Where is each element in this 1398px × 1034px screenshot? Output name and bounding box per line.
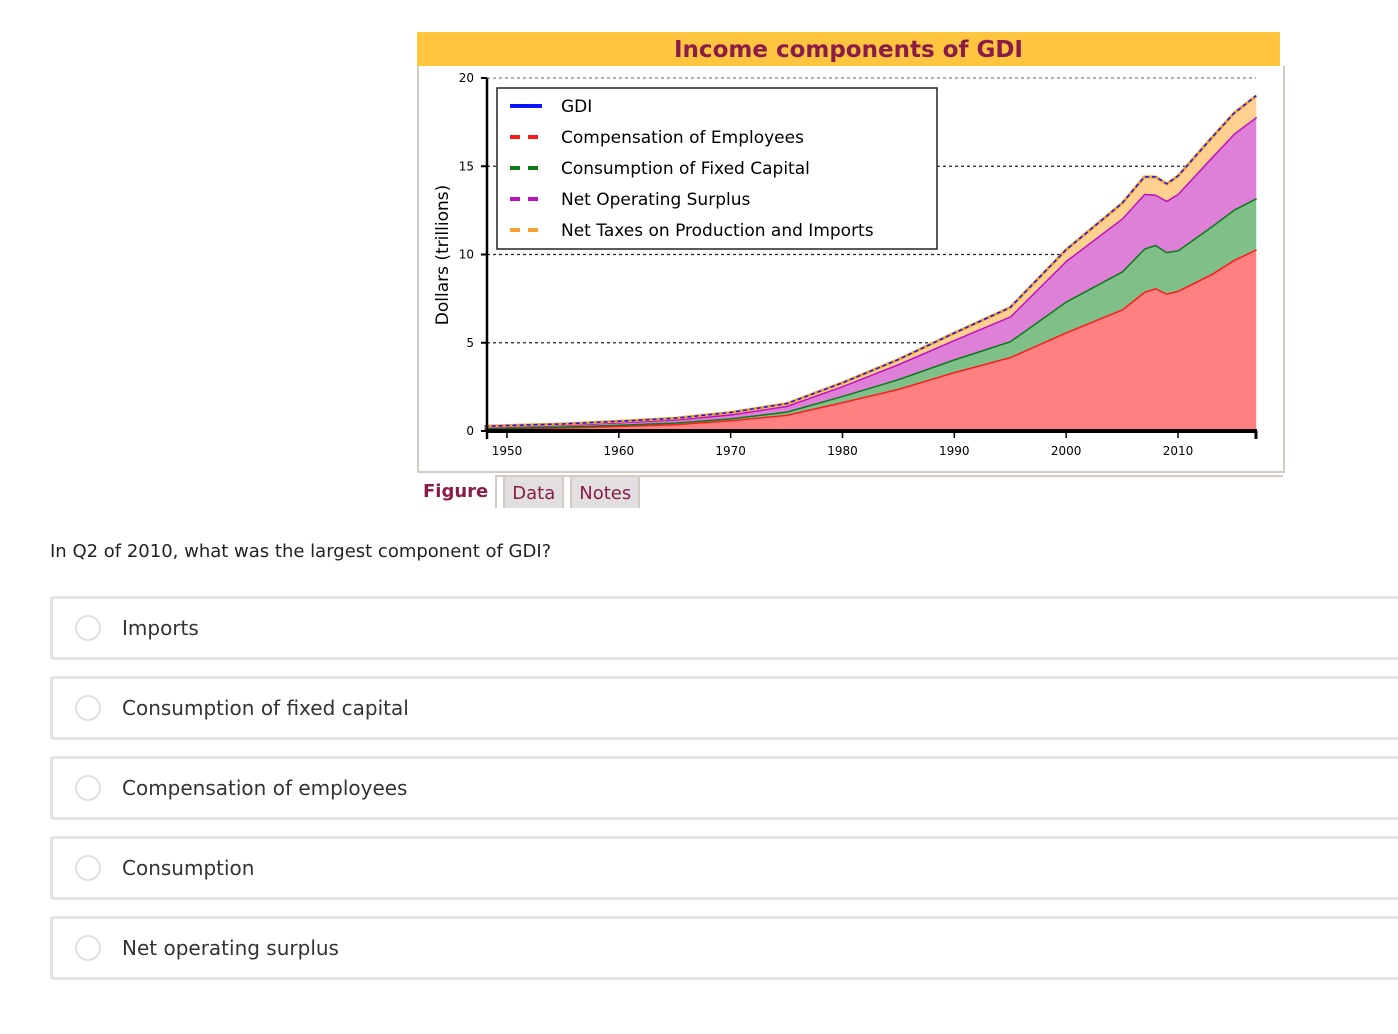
radio-button[interactable] — [75, 935, 101, 961]
x-tick-label: 1990 — [939, 444, 970, 458]
option-label: Compensation of employees — [122, 776, 408, 800]
legend-label: Compensation of Employees — [561, 128, 804, 148]
answer-option-compensation-of-employees[interactable]: Compensation of employees — [50, 756, 1398, 820]
option-label: Consumption — [122, 856, 255, 880]
option-label: Net operating surplus — [122, 936, 339, 960]
legend-label: Net Taxes on Production and Imports — [561, 221, 874, 241]
radio-button[interactable] — [75, 855, 101, 881]
tab-figure[interactable]: Figure — [417, 475, 498, 508]
tab-data[interactable]: Data — [503, 475, 565, 508]
legend-box — [496, 87, 938, 250]
y-tick-label: 10 — [459, 248, 474, 262]
radio-button[interactable] — [75, 775, 101, 801]
y-tick-label: 5 — [466, 336, 474, 350]
x-tick-label: 2000 — [1051, 444, 1082, 458]
figure-title: Income components of GDI — [417, 32, 1280, 66]
legend-label: GDI — [561, 97, 592, 117]
x-tick-label: 1960 — [604, 444, 635, 458]
y-axis-label: Dollars (trillions) — [433, 185, 453, 325]
line-gdi — [484, 95, 1257, 427]
area-consumption-of-fixed-capital — [484, 198, 1257, 429]
answer-option-imports[interactable]: Imports — [50, 596, 1398, 660]
legend-label: Net Operating Surplus — [561, 190, 750, 210]
x-tick-label: 1950 — [492, 444, 523, 458]
option-label: Consumption of fixed capital — [122, 696, 409, 720]
answer-option-consumption[interactable]: Consumption — [50, 836, 1398, 900]
x-tick-label: 1970 — [715, 444, 746, 458]
stacked-areas — [484, 94, 1258, 431]
question-text: In Q2 of 2010, what was the largest comp… — [50, 541, 552, 562]
y-tick-label: 20 — [459, 71, 474, 85]
answer-option-consumption-of-fixed-capital[interactable]: Consumption of fixed capital — [50, 676, 1398, 740]
area-compensation-of-employees — [484, 249, 1257, 431]
radio-button[interactable] — [75, 615, 101, 641]
x-tick-label: 2010 — [1163, 444, 1194, 458]
area-net-operating-surplus — [484, 116, 1257, 428]
answer-option-net-operating-surplus[interactable]: Net operating surplus — [50, 916, 1398, 980]
option-label: Imports — [122, 616, 199, 640]
radio-button[interactable] — [75, 695, 101, 721]
legend: GDI Compensation of Employees Consumption … — [496, 87, 938, 250]
tab-notes[interactable]: Notes — [570, 475, 641, 508]
legend-label: Consumption of Fixed Capital — [561, 159, 810, 179]
y-tick-label: 0 — [466, 424, 474, 438]
gdi-chart: 0 5 10 15 20 1950 1960 1970 1980 1990 2000 2010 Do… — [433, 71, 1258, 458]
figure-tabs: Figure Data Notes — [417, 475, 646, 508]
x-tick-label: 1980 — [827, 444, 858, 458]
y-tick-label: 15 — [459, 159, 474, 173]
tabs-divider — [490, 475, 1283, 477]
